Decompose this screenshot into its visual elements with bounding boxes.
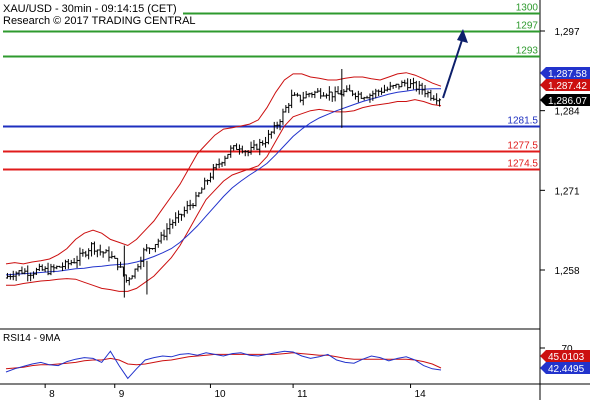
rsi-tag-1-text: 42.4495 (548, 364, 585, 375)
candles-group (5, 68, 442, 298)
rsi-tag-1-box (540, 362, 590, 374)
level-label-1281.5: 1281.5 (507, 116, 538, 127)
x-tick-label-10: 10 (214, 389, 226, 400)
rsi-tag-1: 42.4495 (540, 362, 590, 375)
rsi-tag-0-text: 45.0103 (548, 352, 585, 363)
x-tick-label-11: 11 (297, 389, 308, 400)
rsi-tag-0: 45.0103 (540, 350, 590, 363)
levels-group: 1300 1297 1293 1281.5 1277.5 1274.5 (3, 3, 540, 171)
chart-title: XAU/USD - 30min - 09:14:15 (CET) (3, 3, 177, 15)
level-label-1274.5: 1274.5 (507, 159, 538, 170)
price-tag-2: 1,286.07 (540, 94, 590, 107)
price-tag-1: 1,287.42 (540, 79, 590, 92)
x-tick-label-8: 8 (49, 389, 55, 400)
price-tag-0: 1,287.58 (540, 67, 590, 80)
chart-credit: Research © 2017 TRADING CENTRAL (3, 15, 196, 27)
y-tick-label-1,284: 1,284 (554, 107, 579, 118)
level-label-1277.5: 1277.5 (507, 141, 538, 152)
y-tick-label-1,258: 1,258 (554, 266, 579, 277)
forecast-arrowhead (457, 29, 468, 43)
bollinger-upper-line (5, 72, 442, 265)
price-tag-1-box (540, 79, 590, 91)
y-tick-label-1,271: 1,271 (554, 186, 579, 197)
x-tick-label-9: 9 (119, 389, 125, 400)
price-tag-2-box (540, 94, 590, 106)
moving-average-line (5, 88, 441, 276)
rsi-title: RSI14 - 9MA (3, 333, 61, 344)
level-label-1293: 1293 (516, 46, 539, 57)
level-label-1300: 1300 (516, 3, 539, 14)
price-tag-2-text: 1,286.07 (548, 96, 587, 107)
price-tag-0-box (540, 67, 590, 79)
y-tick-label-1,297: 1,297 (554, 27, 579, 38)
price-tag-1-text: 1,287.42 (548, 81, 587, 92)
rsi-tag-0-box (540, 350, 590, 362)
forecast-arrow-shaft (442, 36, 464, 99)
price-tag-0-text: 1,287.58 (548, 69, 587, 80)
x-tick-label-14: 14 (415, 389, 427, 400)
rsi-line (5, 350, 442, 380)
level-label-1297: 1297 (516, 21, 539, 32)
rsi-ma-line (5, 352, 442, 370)
rsi-tick-label-70: 70 (561, 344, 573, 355)
bollinger-lower-line (6, 99, 442, 292)
